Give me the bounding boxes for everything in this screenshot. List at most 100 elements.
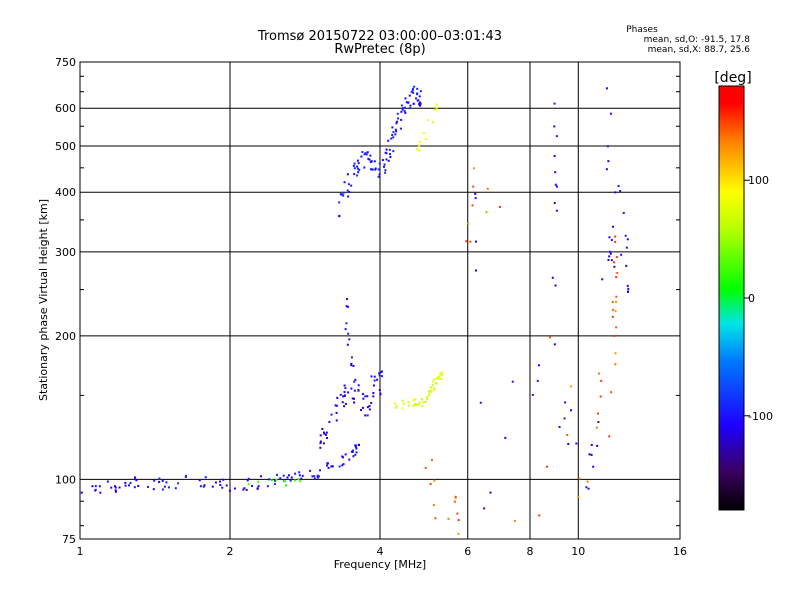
data-point xyxy=(326,462,329,465)
data-point xyxy=(608,250,611,253)
data-point xyxy=(343,405,346,408)
data-point xyxy=(284,480,287,483)
data-point xyxy=(612,308,615,311)
x-tick-label: 10 xyxy=(571,545,585,558)
data-point xyxy=(622,211,625,214)
data-point xyxy=(343,394,346,397)
data-point xyxy=(124,484,127,487)
data-point xyxy=(354,444,357,447)
data-point xyxy=(586,480,589,483)
data-point xyxy=(114,489,117,492)
data-point xyxy=(627,287,630,290)
data-point xyxy=(577,495,580,498)
data-point xyxy=(358,168,361,171)
data-point xyxy=(416,87,419,90)
data-point xyxy=(366,414,369,417)
data-point xyxy=(420,398,423,401)
data-point xyxy=(343,181,346,184)
data-point xyxy=(414,403,417,406)
data-point xyxy=(374,168,377,171)
data-point xyxy=(99,491,102,494)
data-point xyxy=(369,154,372,157)
data-point xyxy=(511,380,514,383)
data-point xyxy=(392,136,395,139)
data-point xyxy=(294,479,297,482)
data-point xyxy=(381,159,384,162)
data-point xyxy=(614,240,617,243)
data-point xyxy=(135,479,138,482)
data-point xyxy=(368,404,371,407)
data-point xyxy=(114,486,117,489)
data-point xyxy=(202,485,205,488)
data-point xyxy=(377,175,380,178)
data-point xyxy=(346,305,349,308)
data-point xyxy=(385,152,388,155)
data-point xyxy=(289,479,292,482)
data-point xyxy=(98,485,101,488)
colorbar-tick-label: -100 xyxy=(748,410,773,423)
data-point xyxy=(228,489,231,492)
data-point xyxy=(344,453,347,456)
data-point xyxy=(313,477,316,480)
data-point xyxy=(372,384,375,387)
data-point xyxy=(418,95,421,98)
data-point xyxy=(404,97,407,100)
data-point xyxy=(429,386,432,389)
data-point xyxy=(257,480,260,483)
y-axis-ticks: 75 100 200 300 400 500 600 750 xyxy=(55,56,680,546)
data-point xyxy=(330,413,333,416)
data-point xyxy=(260,475,263,478)
y-tick-label: 400 xyxy=(55,186,76,199)
data-point xyxy=(411,89,414,92)
data-point xyxy=(611,315,614,318)
data-point xyxy=(334,404,337,407)
data-point xyxy=(368,408,371,411)
data-point xyxy=(225,484,228,487)
data-point xyxy=(614,191,617,194)
data-point xyxy=(397,117,400,120)
data-point xyxy=(418,141,421,144)
data-point xyxy=(365,153,368,156)
data-point xyxy=(348,190,351,193)
data-point xyxy=(219,480,222,483)
data-point xyxy=(613,334,616,337)
data-point xyxy=(418,101,421,104)
data-point xyxy=(504,436,507,439)
data-point xyxy=(251,485,254,488)
data-point xyxy=(537,364,540,367)
data-point xyxy=(161,488,164,491)
data-point xyxy=(319,446,322,449)
data-point xyxy=(471,204,474,207)
data-point xyxy=(597,421,600,424)
data-point xyxy=(342,463,345,466)
data-point xyxy=(453,500,456,503)
data-point xyxy=(608,435,611,438)
data-point xyxy=(417,403,420,406)
data-point xyxy=(331,465,334,468)
data-point xyxy=(353,173,356,176)
data-point xyxy=(555,209,558,212)
data-point xyxy=(246,479,249,482)
data-point xyxy=(597,372,600,375)
data-point xyxy=(174,487,177,490)
data-point xyxy=(366,151,369,154)
data-point xyxy=(378,162,381,165)
data-point xyxy=(118,486,121,489)
data-point xyxy=(346,298,349,301)
data-point xyxy=(222,478,225,481)
data-point xyxy=(391,126,394,129)
data-point xyxy=(346,343,349,346)
data-point xyxy=(268,478,271,481)
data-point xyxy=(133,476,136,479)
data-point xyxy=(321,427,324,430)
data-point xyxy=(381,375,384,378)
data-point xyxy=(325,464,328,467)
y-tick-label: 200 xyxy=(55,330,76,343)
data-point xyxy=(619,190,622,193)
data-point xyxy=(483,507,486,510)
data-point xyxy=(447,517,450,520)
data-point xyxy=(309,469,312,472)
data-point xyxy=(319,469,322,472)
phase-line-o: mean, sd,O: -91.5, 17.8 xyxy=(644,35,751,45)
